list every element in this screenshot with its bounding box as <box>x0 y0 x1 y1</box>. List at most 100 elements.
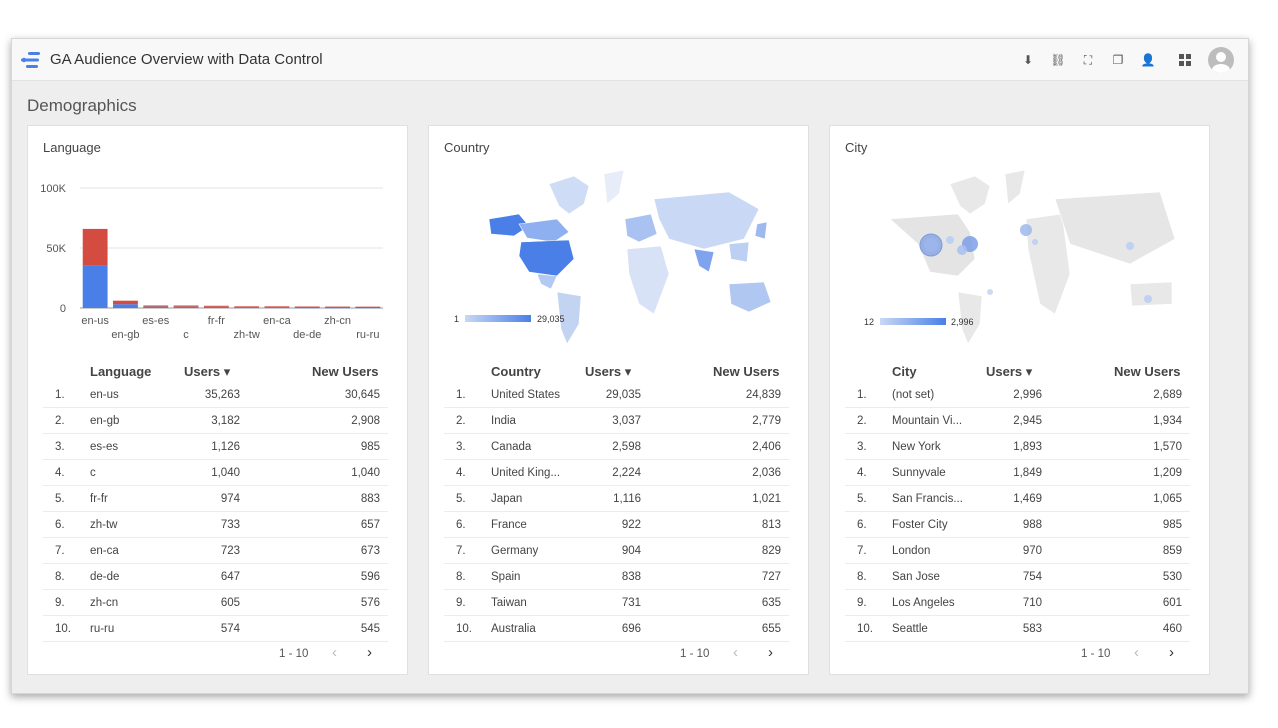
col-header-city[interactable]: City <box>892 364 917 379</box>
table-row[interactable]: 2. Mountain Vi... 2,945 1,934 <box>845 408 1190 434</box>
row-new-users: 727 <box>761 571 781 583</box>
bar-zh-cn <box>325 307 350 309</box>
row-index: 7. <box>55 545 65 557</box>
row-index: 1. <box>857 389 867 401</box>
table-row[interactable]: 5. Japan 1,116 1,021 <box>444 486 789 512</box>
table-row[interactable]: 8. San Jose 754 530 <box>845 564 1190 590</box>
next-page-icon[interactable]: › <box>1169 644 1174 661</box>
table-row[interactable]: 4. Sunnyvale 1,849 1,209 <box>845 460 1190 486</box>
table-row[interactable]: 5. fr-fr 974 883 <box>43 486 388 512</box>
report-title: GA Audience Overview with Data Control <box>50 51 323 68</box>
prev-page-icon[interactable]: ‹ <box>1134 644 1139 661</box>
next-page-icon[interactable]: › <box>768 644 773 661</box>
row-users: 1,469 <box>1013 493 1042 505</box>
table-row[interactable]: 10. ru-ru 574 545 <box>43 616 388 642</box>
row-name: zh-tw <box>90 519 118 531</box>
row-users: 1,893 <box>1013 441 1042 453</box>
table-row[interactable]: 8. Spain 838 727 <box>444 564 789 590</box>
table-row[interactable]: 4. c 1,040 1,040 <box>43 460 388 486</box>
col-header-users[interactable]: Users ▾ <box>184 364 231 379</box>
dashboard-window: GA Audience Overview with Data Control ⬇… <box>11 38 1249 694</box>
bar-ru-ru <box>355 306 381 308</box>
apps-grid-icon[interactable] <box>1175 50 1195 70</box>
row-index: 4. <box>456 467 466 479</box>
row-index: 8. <box>456 571 466 583</box>
row-name: Los Angeles <box>892 597 955 609</box>
bar-de-de <box>294 307 320 309</box>
row-users: 2,945 <box>1013 415 1042 427</box>
table-row[interactable]: 1. en-us 35,263 30,645 <box>43 382 388 408</box>
table-row[interactable]: 10. Australia 696 655 <box>444 616 789 642</box>
table-row[interactable]: 3. New York 1,893 1,570 <box>845 434 1190 460</box>
section-title: Demographics <box>27 96 137 115</box>
col-header-new-users[interactable]: New Users <box>1114 364 1181 379</box>
table-row[interactable]: 2. en-gb 3,182 2,908 <box>43 408 388 434</box>
color-scale-legend <box>465 315 531 322</box>
row-name: India <box>491 415 516 427</box>
row-name: United States <box>491 389 561 401</box>
row-index: 2. <box>857 415 867 427</box>
col-header-country[interactable]: Country <box>491 364 541 379</box>
col-header-new-users[interactable]: New Users <box>312 364 379 379</box>
row-new-users: 2,908 <box>351 415 380 427</box>
col-header-new-users[interactable]: New Users <box>713 364 780 379</box>
col-header-users[interactable]: Users ▾ <box>986 364 1033 379</box>
bar-en-gb <box>113 304 138 308</box>
table-row[interactable]: 6. France 922 813 <box>444 512 789 538</box>
row-users: 838 <box>621 571 641 583</box>
col-header-users[interactable]: Users ▾ <box>585 364 632 379</box>
legend-min: 12 <box>864 317 875 327</box>
table-row[interactable]: 6. Foster City 988 985 <box>845 512 1190 538</box>
legend-max: 29,035 <box>537 314 565 324</box>
row-index: 4. <box>55 467 65 479</box>
table-row[interactable]: 6. zh-tw 733 657 <box>43 512 388 538</box>
bar-en-gb <box>113 300 138 305</box>
bar-fr-fr <box>203 306 229 308</box>
table-row[interactable]: 5. San Francis... 1,469 1,065 <box>845 486 1190 512</box>
row-users: 974 <box>220 493 240 505</box>
table-row[interactable]: 7. London 970 859 <box>845 538 1190 564</box>
table-row[interactable]: 9. Los Angeles 710 601 <box>845 590 1190 616</box>
row-index: 9. <box>857 597 867 609</box>
row-index: 5. <box>456 493 466 505</box>
table-row[interactable]: 7. Germany 904 829 <box>444 538 789 564</box>
row-index: 2. <box>55 415 65 427</box>
row-index: 9. <box>55 597 65 609</box>
table-row[interactable]: 2. India 3,037 2,779 <box>444 408 789 434</box>
prev-page-icon[interactable]: ‹ <box>332 644 337 661</box>
row-name: San Francis... <box>892 493 963 505</box>
row-index: 6. <box>456 519 466 531</box>
table-row[interactable]: 9. zh-cn 605 576 <box>43 590 388 616</box>
row-new-users: 1,570 <box>1153 441 1182 453</box>
table-row[interactable]: 1. (not set) 2,996 2,689 <box>845 382 1190 408</box>
table-row[interactable]: 7. en-ca 723 673 <box>43 538 388 564</box>
fullscreen-icon[interactable]: ⛶ <box>1083 52 1093 67</box>
table-row[interactable]: 1. United States 29,035 24,839 <box>444 382 789 408</box>
row-name: (not set) <box>892 389 935 401</box>
row-users: 647 <box>220 571 240 583</box>
share-user-icon[interactable]: 👤 <box>1140 53 1156 67</box>
prev-page-icon[interactable]: ‹ <box>733 644 738 661</box>
table-row[interactable]: 3. Canada 2,598 2,406 <box>444 434 789 460</box>
y-tick-label: 50K <box>46 243 66 255</box>
row-users: 696 <box>621 623 641 635</box>
next-page-icon[interactable]: › <box>367 644 372 661</box>
avatar-icon[interactable] <box>1208 47 1234 73</box>
col-header-language[interactable]: Language <box>90 364 152 379</box>
table-row[interactable]: 3. es-es 1,126 985 <box>43 434 388 460</box>
bar-es-es <box>143 305 169 307</box>
table-row[interactable]: 4. United King... 2,224 2,036 <box>444 460 789 486</box>
row-name: Japan <box>491 493 523 505</box>
table-row[interactable]: 9. Taiwan 731 635 <box>444 590 789 616</box>
download-icon[interactable]: ⬇ <box>1022 53 1034 67</box>
row-users: 723 <box>220 545 240 557</box>
row-users: 3,037 <box>612 415 641 427</box>
x-tick-label: c <box>183 329 189 341</box>
table-row[interactable]: 8. de-de 647 596 <box>43 564 388 590</box>
table-row[interactable]: 10. Seattle 583 460 <box>845 616 1190 642</box>
copy-icon[interactable]: ❐ <box>1112 53 1124 67</box>
link-icon[interactable]: ⛓ <box>1050 53 1066 67</box>
bar-es-es <box>143 306 169 308</box>
bar-zh-tw <box>234 307 260 309</box>
top-bar: GA Audience Overview with Data Control ⬇… <box>12 39 1248 81</box>
